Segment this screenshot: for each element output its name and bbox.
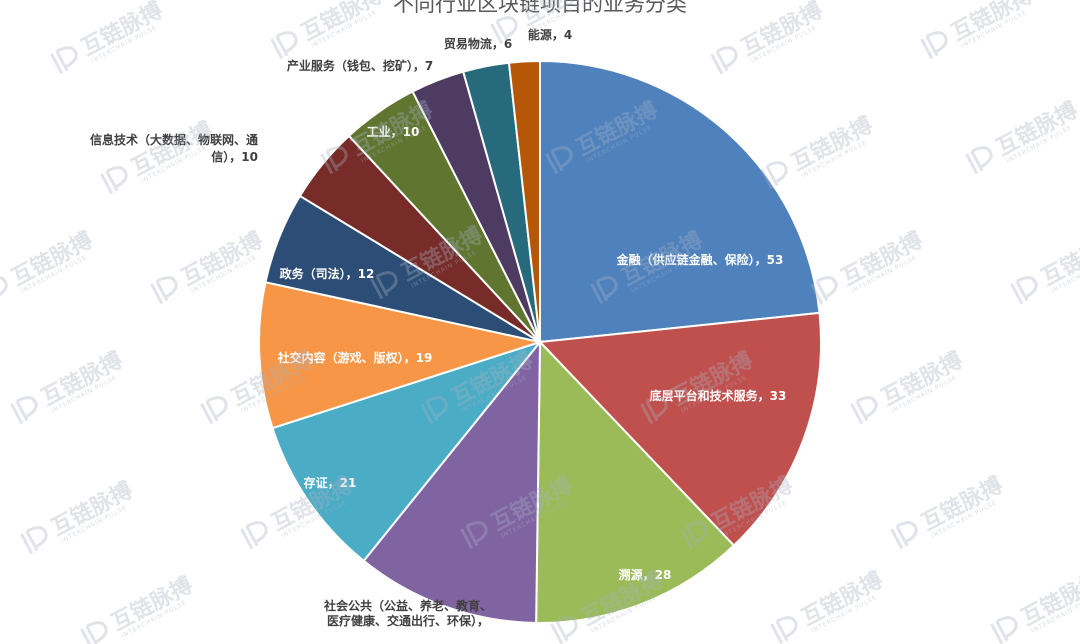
slice-data-label: 金融（供应链金融、保险），53 [616,252,784,267]
slice-data-label: 存证，21 [303,475,357,490]
watermark-logo-icon [0,276,8,305]
pie-slice [539,59,821,344]
watermark-logo-icon [920,31,948,60]
watermark-logo-icon [890,521,918,550]
watermark-logo-icon [640,396,668,425]
watermark-logo-icon [320,146,348,175]
slice-data-label: 政务（司法），12 [280,266,375,281]
slice-data-label: 工业，10 [367,124,420,139]
watermark-logo-icon [240,521,268,550]
watermark-logo-icon [10,396,38,425]
slices-layer [258,59,822,624]
watermark-logo-icon [760,161,788,190]
pie-slice [535,339,736,624]
slice-data-label: 信息技术（大数据、物联网、通信），10 [90,132,258,164]
watermark-logo-icon [370,271,398,300]
chart-title: 不同行业区块链项目的业务分类 [393,0,687,16]
watermark-logo-icon [200,396,228,425]
slice-data-label: 社交内容（游戏、版权），19 [277,350,433,365]
watermark-logo-icon [80,621,108,644]
pie-slice [271,340,543,563]
watermark-logo-icon [100,166,128,195]
pie-slice [362,339,542,624]
pie-slice [537,311,822,547]
watermark-logo-icon [150,276,178,305]
watermark-logo-icon [965,146,993,175]
slice-data-label: 产业服务（钱包、挖矿），7 [287,58,433,73]
watermark-logo-icon [20,526,48,555]
slice-data-label: 社会公共（公益、养老、教育、医疗健康、交通出行、环保）， [323,598,492,628]
watermark-logo-icon [50,46,78,75]
watermark-logo-icon [680,521,708,550]
watermark-logo-icon [990,616,1018,644]
watermark-logo-icon [850,396,878,425]
watermark-logo-icon [590,276,618,305]
slice-data-label: 溯源，28 [619,567,672,582]
watermark-logo-icon [460,521,488,550]
watermark-logo-icon [1010,276,1038,305]
watermark-logo-icon [770,616,798,644]
watermark-logo-icon [420,396,448,425]
svg-text:互链脉搏: 互链脉搏 [297,0,387,46]
slice-data-label: 贸易物流，6 [444,36,512,51]
watermark-logo-icon [710,46,738,75]
slice-data-label: 能源，4 [528,27,572,42]
watermark-logo-icon [490,16,518,45]
watermark-logo-icon [545,146,573,175]
svg-text:互链脉搏: 互链脉搏 [947,0,1037,46]
slice-data-label: 底层平台和技术服务，33 [650,388,787,403]
watermark-logo-icon [270,31,298,60]
labels-layer: 金融（供应链金融、保险），53 底层平台和技术服务，33 溯源，28 社会公共（公益、… [90,27,786,628]
watermark-logo-icon [810,276,838,305]
pie-slice [258,280,544,430]
pie-slice [507,59,541,343]
watermark-logo-icon [550,616,578,644]
